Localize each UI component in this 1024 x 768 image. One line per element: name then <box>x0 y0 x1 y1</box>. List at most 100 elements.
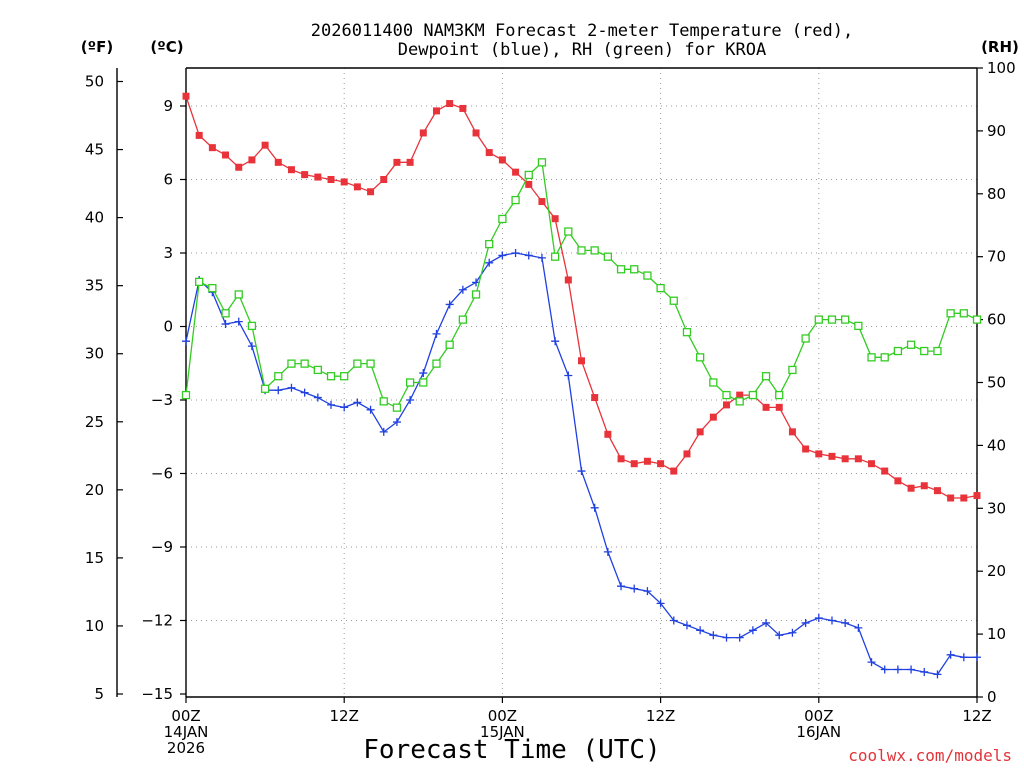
rh-point <box>722 390 731 400</box>
rh-point <box>392 403 402 412</box>
rh-point <box>709 378 718 387</box>
rh-tick-label: 80 <box>987 185 1006 203</box>
dewpoint-point <box>735 633 744 642</box>
rh-point <box>656 283 665 293</box>
rh-point <box>405 378 415 387</box>
rh-point <box>880 353 889 362</box>
rh-point <box>208 283 217 293</box>
rh-tick-label: 20 <box>987 562 1006 580</box>
fahrenheit-tick-label: 15 <box>85 549 104 567</box>
dewpoint-point <box>959 653 968 662</box>
2-meter-temperature-point <box>630 460 638 468</box>
rh-tick-label: 30 <box>987 499 1006 517</box>
rh-point <box>498 214 507 224</box>
2-meter-temperature-point <box>683 450 691 458</box>
rh-point <box>669 296 678 305</box>
rh-point <box>616 265 626 274</box>
dewpoint-point <box>287 383 296 392</box>
x-tick-label: 00Z <box>804 707 833 725</box>
2-meter-temperature-point <box>815 450 823 458</box>
dewpoint-point <box>353 398 362 407</box>
rh-point <box>195 277 204 287</box>
2-meter-temperature-point <box>709 413 717 421</box>
2-meter-temperature-point <box>274 158 282 166</box>
rh-point <box>603 252 613 261</box>
2-meter-temperature-point <box>301 171 309 179</box>
2-meter-temperature-point <box>643 457 651 465</box>
rh-point <box>260 384 270 393</box>
dewpoint-point <box>564 371 573 380</box>
dewpoint-point <box>379 427 388 436</box>
2-meter-temperature-point <box>973 492 981 500</box>
dewpoint-line <box>185 252 977 676</box>
rh-point <box>234 290 243 299</box>
2-meter-temperature-point <box>670 467 678 475</box>
rh-point <box>841 315 850 324</box>
rh-tick-label: 70 <box>987 248 1006 266</box>
dewpoint-point <box>814 614 823 623</box>
2-meter-temperature-point <box>432 107 440 115</box>
rh-point <box>550 252 560 261</box>
dewpoint-point <box>880 665 889 674</box>
dewpoint-point <box>419 369 428 378</box>
x-tick-label: 00Z <box>171 707 200 725</box>
2-meter-temperature-point <box>578 357 585 365</box>
2-meter-temperature-point <box>617 455 625 463</box>
gridlines <box>186 68 977 697</box>
rh-point <box>814 315 823 324</box>
2-meter-temperature-point <box>195 131 203 139</box>
rh-point <box>748 390 758 400</box>
2-meter-temperature-series <box>182 92 981 502</box>
2-meter-temperature-point <box>551 215 559 223</box>
2-meter-temperature-point <box>881 467 889 475</box>
dewpoint-point <box>748 626 757 635</box>
rh-tick-label: 60 <box>987 311 1006 329</box>
2-meter-temperature-point <box>762 403 770 411</box>
celsius-tick-label: 9 <box>163 97 173 115</box>
rh-point <box>906 340 916 349</box>
fahrenheit-tick-label: 10 <box>85 617 104 635</box>
fahrenheit-tick-label: 45 <box>85 141 104 159</box>
celsius-tick-label: 6 <box>163 171 173 189</box>
rh-point <box>590 246 599 255</box>
x-tick-label: 12Z <box>646 707 675 725</box>
2-meter-temperature-point <box>340 178 348 186</box>
x-tick-label: 16JAN <box>796 723 841 741</box>
2-meter-temperature-point <box>512 168 520 176</box>
rh-point <box>181 390 191 400</box>
fahrenheit-tick-label: 20 <box>85 481 104 499</box>
rh-point <box>537 158 547 167</box>
rh-point <box>972 315 982 324</box>
2-meter-temperature-point <box>788 428 796 436</box>
dewpoint-point <box>485 258 494 267</box>
2-meter-temperature-point <box>393 158 401 166</box>
data-series <box>181 92 982 679</box>
dewpoint-point <box>973 653 981 662</box>
rh-point <box>379 397 388 406</box>
2-meter-temperature-point <box>485 149 493 157</box>
credit-link[interactable]: coolwx.com/models <box>848 746 1012 765</box>
fahrenheit-tick-label: 30 <box>85 345 104 363</box>
rh-point <box>340 372 349 381</box>
rh-point <box>827 315 837 324</box>
2-meter-temperature-point <box>353 183 361 191</box>
fahrenheit-tick-label: 50 <box>85 73 104 91</box>
rh-point <box>577 246 586 255</box>
rh-point <box>801 334 810 343</box>
x-tick-label: 12Z <box>330 707 359 725</box>
axes <box>116 67 978 698</box>
rh-tick-label: 10 <box>987 625 1006 643</box>
2-meter-temperature-point <box>380 176 388 183</box>
rh-point <box>775 390 784 400</box>
dewpoint-point <box>933 670 942 679</box>
rh-point <box>867 353 876 362</box>
dewpoint-point <box>300 388 309 397</box>
rh-point <box>511 195 520 205</box>
dewpoint-point <box>854 623 863 632</box>
dewpoint-point <box>617 582 626 591</box>
dewpoint-point <box>801 618 810 627</box>
dewpoint-point <box>682 621 691 630</box>
2-meter-temperature-point <box>248 156 256 164</box>
rh-point <box>221 309 230 318</box>
